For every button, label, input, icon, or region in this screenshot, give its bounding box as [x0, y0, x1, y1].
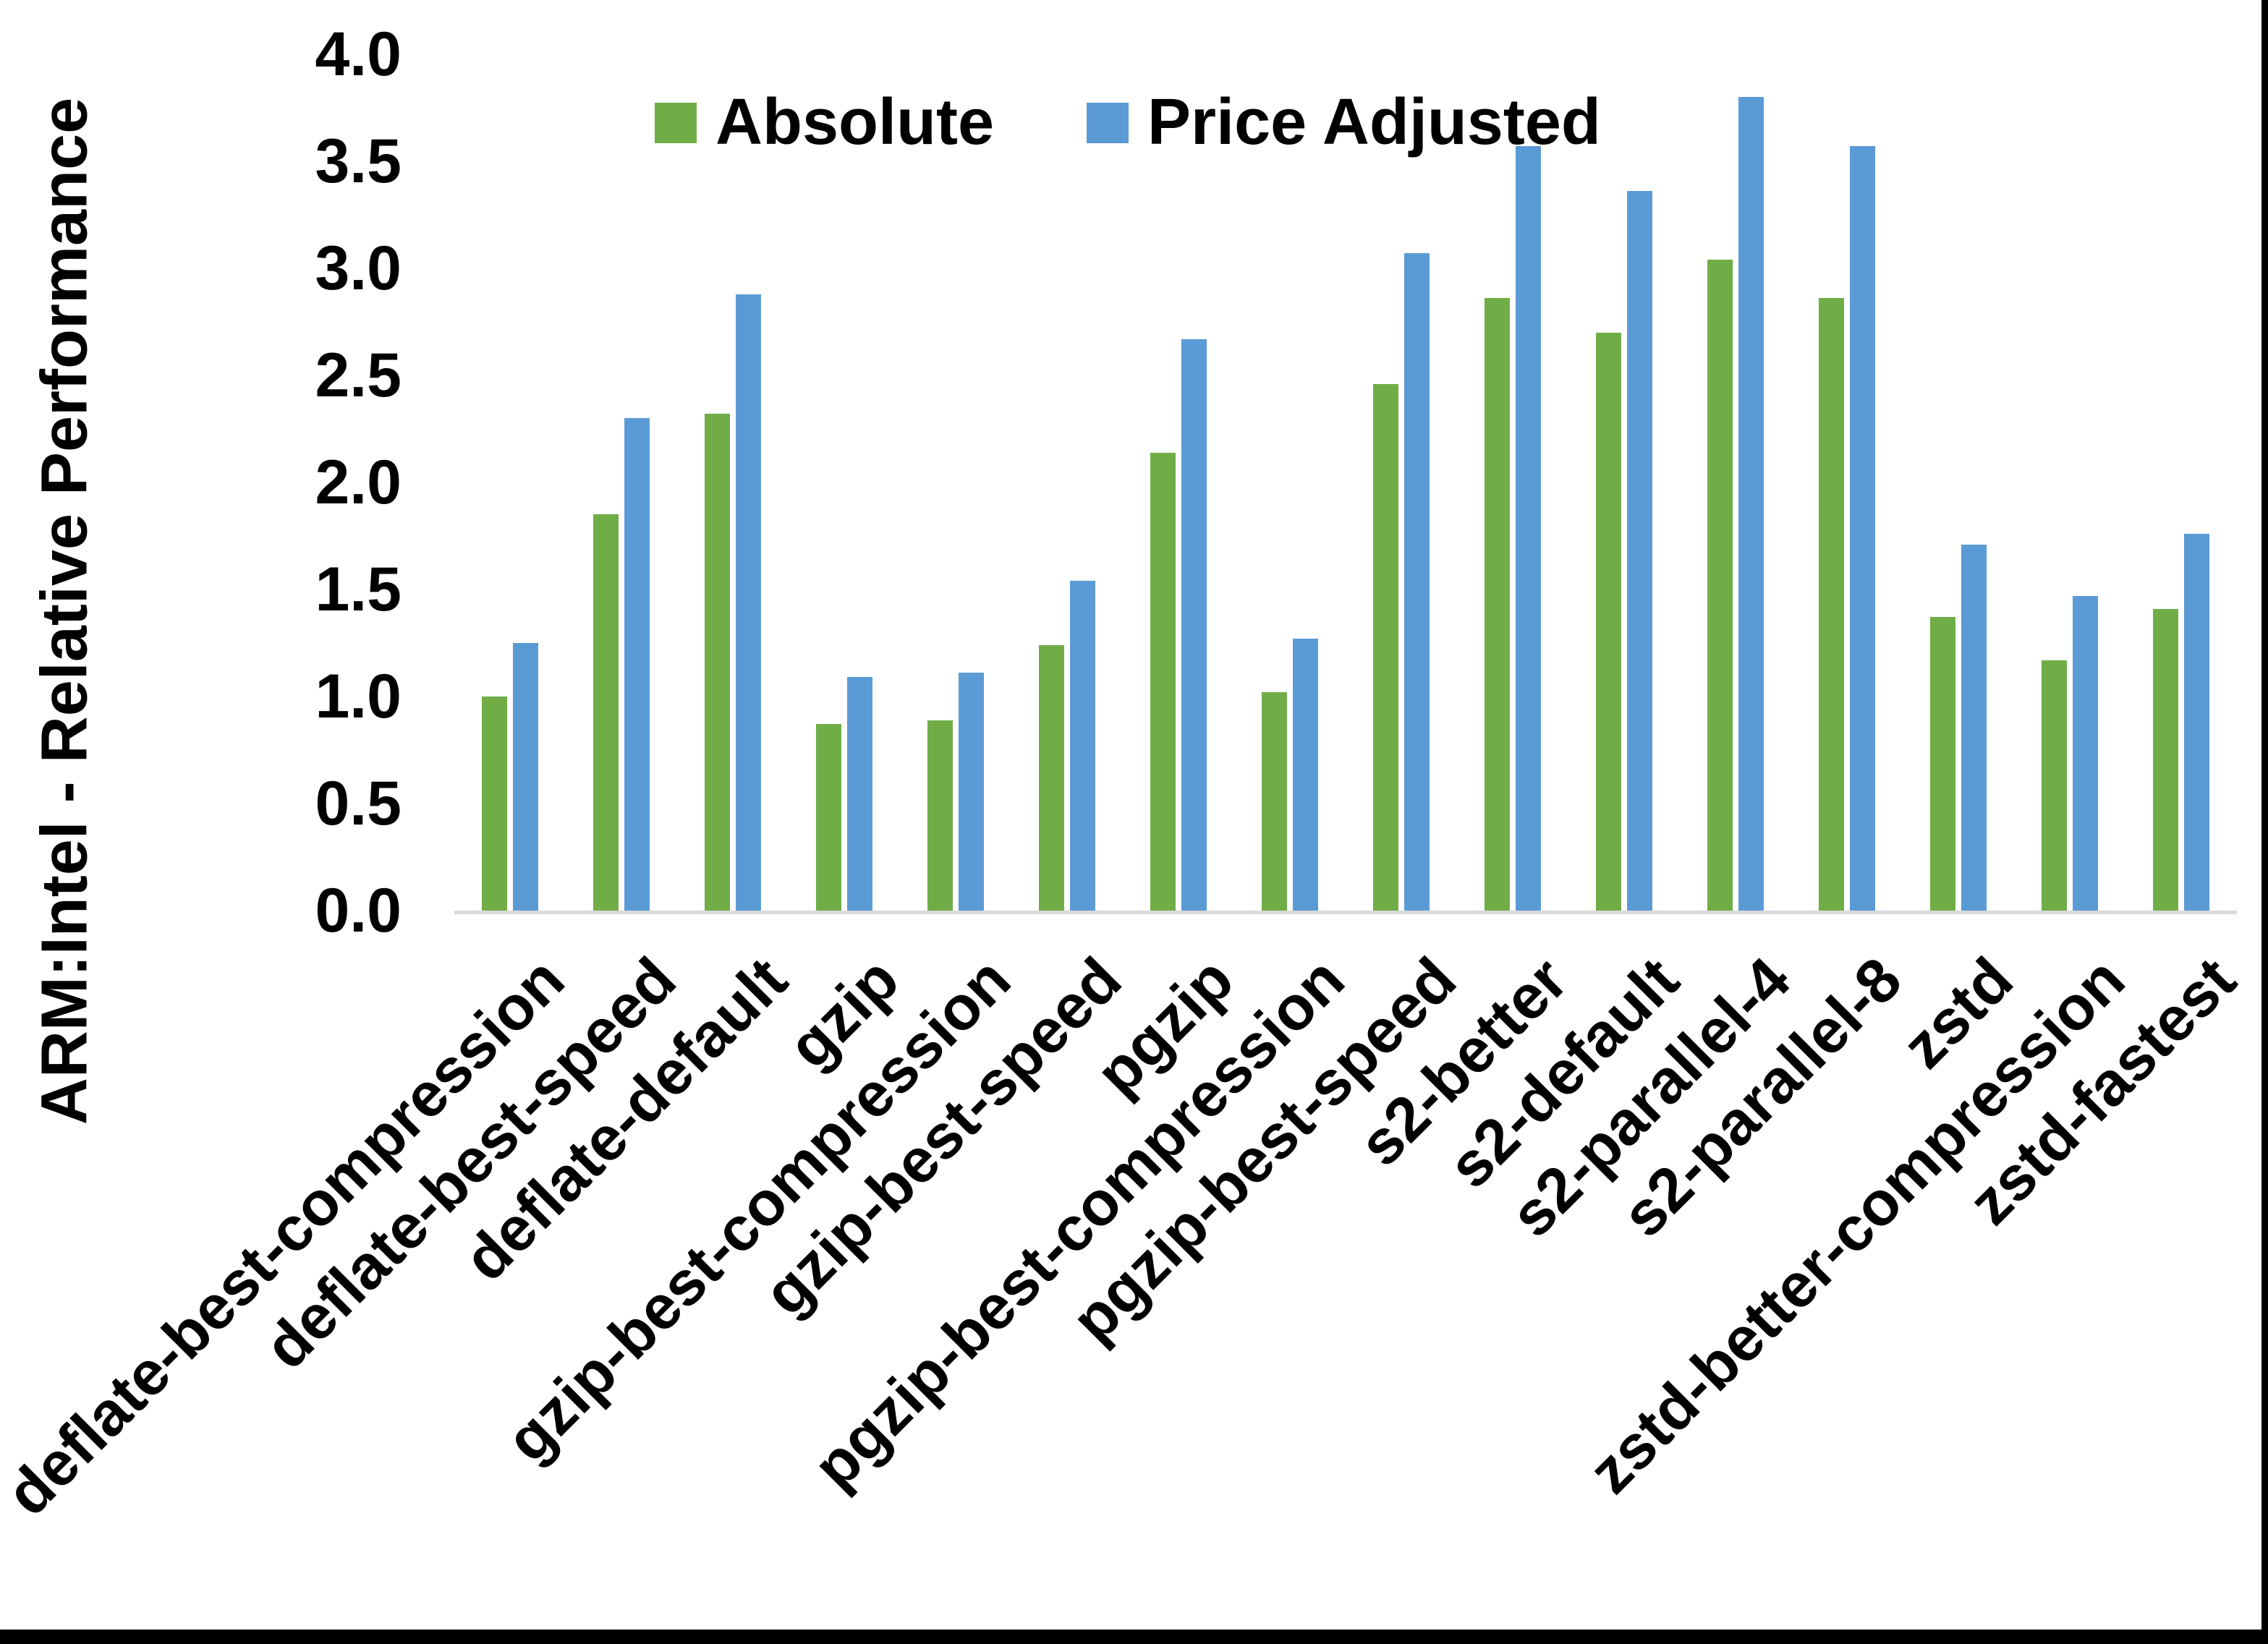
bar-price-adjusted-pgzip-best-compression: [1293, 639, 1318, 911]
y-tick-label: 3.0: [315, 234, 402, 303]
legend-label-absolute: Absolute: [715, 86, 995, 158]
legend-swatch-absolute: [655, 102, 697, 143]
y-tick-label: 2.5: [315, 341, 402, 410]
bar-absolute-s2-default: [1596, 333, 1621, 911]
bar-absolute-gzip-best-compression: [927, 720, 953, 911]
bar-absolute-gzip-best-speed: [1039, 645, 1064, 911]
bar-absolute-deflate-best-speed: [593, 514, 619, 911]
right-border: [2261, 0, 2268, 1644]
bar-absolute-s2-parallel-4: [1707, 260, 1733, 911]
bar-absolute-zstd-better-compression: [2042, 660, 2067, 911]
bar-absolute-s2-better: [1485, 298, 1510, 911]
y-tick-label: 0.0: [315, 876, 402, 945]
bar-price-adjusted-pgzip: [1181, 339, 1207, 911]
legend: Absolute Price Adjusted: [655, 85, 1601, 160]
bar-absolute-pgzip: [1150, 453, 1176, 911]
y-tick-label: 1.0: [315, 662, 402, 731]
bar-price-adjusted-deflate-best-speed: [624, 418, 650, 911]
bar-price-adjusted-s2-parallel-8: [1850, 146, 1875, 911]
bar-price-adjusted-s2-default: [1627, 191, 1652, 911]
bar-absolute-pgzip-best-speed: [1373, 384, 1398, 911]
bar-absolute-deflate-default: [705, 414, 730, 911]
bar-absolute-zstd: [1930, 617, 1955, 911]
y-tick-label: 1.5: [315, 555, 402, 624]
bar-price-adjusted-deflate-default: [736, 294, 761, 911]
bar-price-adjusted-pgzip-best-speed: [1404, 253, 1430, 911]
bar-price-adjusted-gzip-best-compression: [959, 673, 984, 911]
bar-absolute-zstd-fastest: [2153, 609, 2178, 911]
bar-price-adjusted-s2-parallel-4: [1738, 97, 1764, 911]
bar-price-adjusted-gzip: [847, 677, 872, 911]
bottom-border: [0, 1630, 2268, 1644]
bar-absolute-gzip: [816, 724, 841, 911]
x-axis-line: [454, 911, 2237, 914]
bar-price-adjusted-deflate-best-compression: [513, 643, 538, 911]
bar-absolute-pgzip-best-compression: [1262, 692, 1287, 911]
bar-price-adjusted-s2-better: [1516, 146, 1541, 911]
y-tick-label: 0.5: [315, 769, 402, 838]
y-axis-title: ARM:Intel - Relative Performance: [28, 97, 101, 1125]
bar-price-adjusted-gzip-best-speed: [1070, 581, 1095, 911]
bar-absolute-s2-parallel-8: [1819, 298, 1844, 911]
bar-price-adjusted-zstd-fastest: [2184, 534, 2209, 911]
y-tick-label: 3.5: [315, 127, 402, 196]
bar-absolute-deflate-best-compression: [482, 697, 507, 911]
legend-swatch-price-adjusted: [1087, 102, 1129, 143]
bar-price-adjusted-zstd-better-compression: [2073, 596, 2098, 911]
bar-price-adjusted-zstd: [1961, 545, 1987, 911]
y-tick-label: 2.0: [315, 448, 402, 517]
y-tick-label: 4.0: [315, 20, 402, 89]
